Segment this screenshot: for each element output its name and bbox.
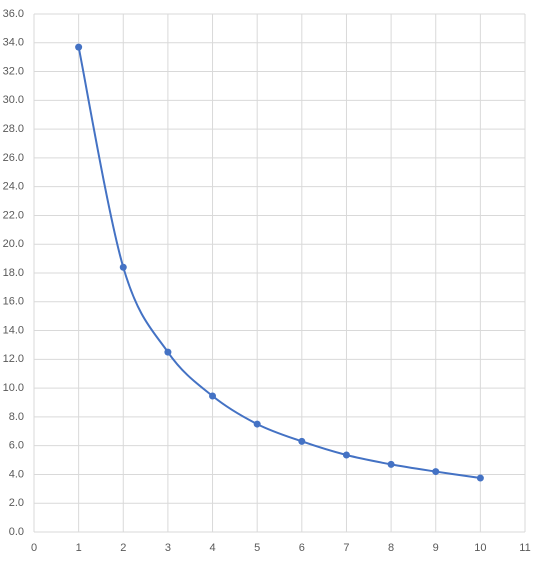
y-tick-label: 16.0 <box>3 296 24 308</box>
marker <box>476 474 484 482</box>
y-tick-label: 2.0 <box>9 497 24 509</box>
x-tick-label: 1 <box>76 542 82 554</box>
x-tick-label: 6 <box>299 542 305 554</box>
marker <box>253 420 261 428</box>
y-tick-label: 14.0 <box>3 324 24 336</box>
y-tick-label: 20.0 <box>3 238 24 250</box>
x-tick-label: 0 <box>31 542 37 554</box>
y-tick-label: 30.0 <box>3 94 24 106</box>
y-tick-label: 10.0 <box>3 382 24 394</box>
y-tick-label: 24.0 <box>3 181 24 193</box>
y-tick-label: 8.0 <box>9 411 24 423</box>
x-tick-label: 4 <box>209 542 215 554</box>
y-tick-label: 4.0 <box>9 468 24 480</box>
x-tick-label: 3 <box>165 542 171 554</box>
marker <box>119 263 127 271</box>
y-tick-label: 34.0 <box>3 37 24 49</box>
marker <box>298 437 306 445</box>
x-tick-label: 10 <box>474 542 486 554</box>
y-tick-label: 18.0 <box>3 267 24 279</box>
y-tick-label: 0.0 <box>9 526 24 538</box>
x-tick-label: 8 <box>388 542 394 554</box>
y-tick-label: 12.0 <box>3 353 24 365</box>
y-tick-label: 26.0 <box>3 152 24 164</box>
y-tick-label: 22.0 <box>3 209 24 221</box>
y-tick-label: 6.0 <box>9 440 24 452</box>
marker <box>387 460 395 468</box>
x-tick-label: 2 <box>120 542 126 554</box>
marker <box>164 348 172 356</box>
marker <box>209 392 217 400</box>
y-tick-label: 32.0 <box>3 65 24 77</box>
x-tick-label: 11 <box>519 542 530 554</box>
line <box>77 46 481 480</box>
marker <box>432 468 440 476</box>
marker <box>75 43 83 51</box>
x-tick-label: 7 <box>343 542 349 554</box>
marker <box>342 451 350 459</box>
x-tick-label: 5 <box>254 542 260 554</box>
x-tick-label: 9 <box>433 542 439 554</box>
y-tick-label: 36.0 <box>3 8 24 20</box>
y-tick-label: 28.0 <box>3 123 24 135</box>
